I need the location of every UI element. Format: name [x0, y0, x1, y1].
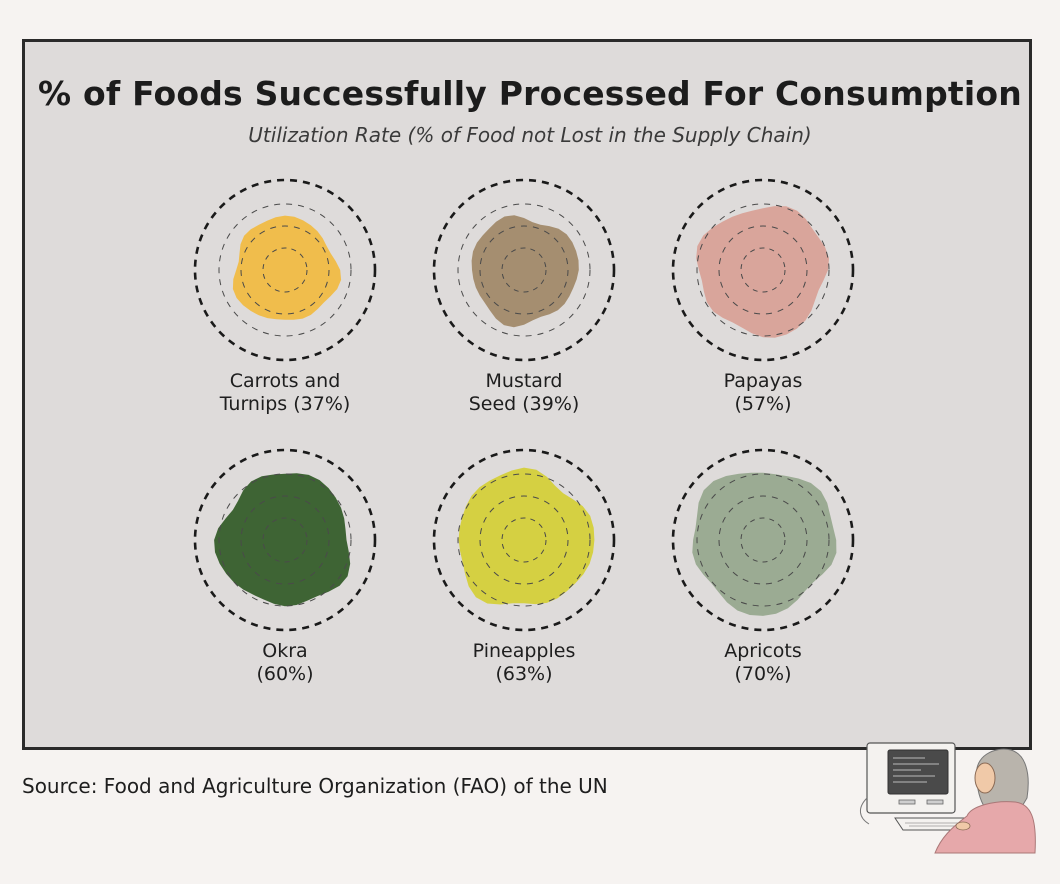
chart-subtitle: Utilization Rate (% of Food not Lost in … [248, 123, 812, 147]
reference-ring [218, 473, 352, 607]
bubble-label-line2: (57%) [734, 393, 792, 415]
reference-ring [718, 225, 808, 315]
source-note: Source: Food and Agriculture Organizatio… [22, 774, 608, 798]
bubble-mark [232, 215, 342, 320]
reference-ring [432, 448, 616, 632]
reference-ring [193, 448, 377, 632]
bubble-group-5 [432, 448, 616, 632]
bubble-label-line2: (70%) [734, 663, 792, 685]
reference-ring [240, 225, 330, 315]
bubble-label-line1: Papayas [723, 370, 803, 392]
bubble-mark [458, 467, 595, 605]
bubble-group-1 [193, 178, 377, 362]
bubble-mark [214, 473, 351, 607]
reference-ring [740, 517, 786, 563]
reference-ring [218, 203, 352, 337]
bubble-label: Papayas (57%) [653, 370, 873, 416]
chart-title: % of Foods Successfully Processed For Co… [38, 74, 1022, 113]
bubble-group-2 [432, 178, 616, 362]
reference-ring [718, 495, 808, 585]
reference-ring [671, 178, 855, 362]
bubble-mark [696, 206, 829, 338]
bubble-label-line2: Turnips (37%) [219, 393, 351, 415]
reference-ring [193, 178, 377, 362]
reference-ring [740, 247, 786, 293]
bubble-group-3 [671, 178, 855, 362]
reference-ring [696, 473, 830, 607]
reference-ring [262, 247, 308, 293]
bubble-label: Apricots (70%) [653, 640, 873, 686]
computer-user-illustration [860, 742, 1036, 854]
bubble-label-line2: (63%) [495, 663, 553, 685]
bubble-label-line1: Mustard [485, 370, 563, 392]
bubble-mark [471, 215, 579, 328]
reference-ring [696, 203, 830, 337]
reference-ring [501, 517, 547, 563]
bubble-label-line1: Carrots and [229, 370, 341, 392]
reference-ring [671, 448, 855, 632]
reference-ring [457, 203, 591, 337]
chart-panel [22, 39, 1032, 750]
reference-ring [432, 178, 616, 362]
bubble-label-line1: Okra [262, 640, 308, 662]
reference-ring [479, 225, 569, 315]
reference-ring [501, 247, 547, 293]
bubble-mark [692, 472, 837, 616]
reference-ring [240, 495, 330, 585]
bubble-label: Okra (60%) [175, 640, 395, 686]
bubble-label-line1: Apricots [724, 640, 802, 662]
bubble-group-4 [193, 448, 377, 632]
bubble-group-6 [671, 448, 855, 632]
reference-ring [262, 517, 308, 563]
bubble-label: Carrots and Turnips (37%) [175, 370, 395, 416]
reference-ring [457, 473, 591, 607]
bubble-label-line1: Pineapples [472, 640, 576, 662]
bubble-label-line2: (60%) [256, 663, 314, 685]
bubble-label-line2: Seed (39%) [468, 393, 580, 415]
bubble-label: Pineapples (63%) [414, 640, 634, 686]
reference-ring [479, 495, 569, 585]
bubble-label: Mustard Seed (39%) [414, 370, 634, 416]
